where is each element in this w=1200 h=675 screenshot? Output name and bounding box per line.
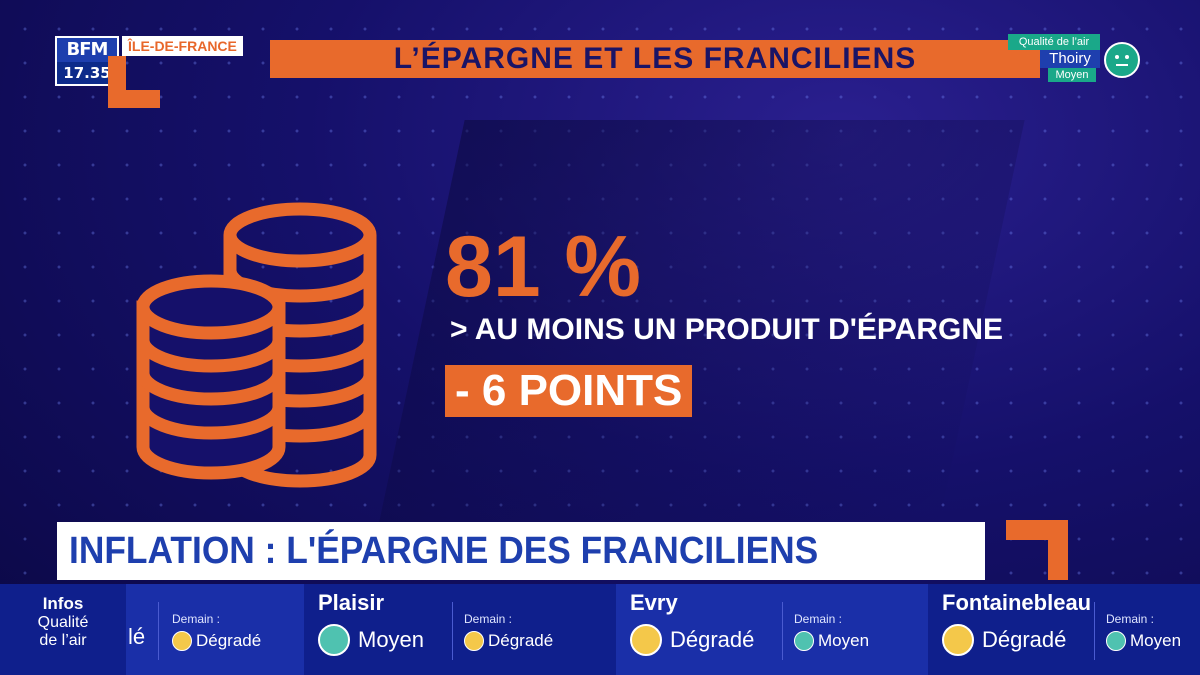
decorative-bracket [108, 90, 160, 108]
divider [782, 602, 783, 660]
tomorrow-label: Demain : [1106, 612, 1155, 626]
tomorrow-status: Dégradé [196, 631, 262, 650]
today-status: Dégradé [670, 627, 755, 652]
ticker-item-plaisir: Plaisir Moyen Demain : Dégradé [304, 584, 616, 675]
ticker-subtitle-line2: de l’air [39, 632, 87, 649]
sad-face-icon [630, 624, 662, 656]
title-banner: L’ÉPARGNE ET LES FRANCILIENS [270, 40, 1040, 78]
ticker-item-partial: lé Demain : Dégradé [126, 584, 304, 675]
divider [452, 602, 453, 660]
city-name: Evry [630, 590, 678, 615]
city-name: Fontainebleau [942, 590, 1092, 615]
logo-brand: BFM [66, 39, 109, 60]
tomorrow-status: Moyen [818, 631, 870, 650]
air-quality-label: Qualité de l’air [1008, 34, 1100, 50]
tomorrow-label: Demain : [172, 612, 221, 626]
ticker-item-evry: Evry Dégradé Demain : Moyen [616, 584, 928, 675]
city-name: Plaisir [318, 590, 385, 615]
tomorrow-status: Dégradé [488, 631, 554, 650]
headline: INFLATION : L'ÉPARGNE DES FRANCILIENS RÉ… [69, 530, 819, 630]
change-badge: - 6 POINTS [445, 365, 693, 417]
ticker-label: Infos Qualité de l’air [0, 584, 126, 675]
sad-face-icon [464, 631, 484, 651]
neutral-face-icon [318, 624, 350, 656]
today-status: Dégradé [982, 627, 1067, 652]
air-quality-city: Thoiry [1040, 50, 1100, 68]
percentage-value: 81 % [445, 219, 642, 315]
ticker-subtitle-line1: Qualité [37, 614, 89, 631]
tomorrow-label: Demain : [464, 612, 513, 626]
clock: 17.35 [57, 62, 117, 84]
ticker-bar: Infos Qualité de l’air lé Demain : Dégra… [0, 584, 1200, 675]
today-status: lé [128, 624, 146, 649]
today-status: Moyen [358, 627, 425, 652]
percentage-description: > AU MOINS UN PRODUIT D'ÉPARGNE [450, 313, 1004, 346]
neutral-face-icon [1106, 631, 1126, 651]
headline-bar: INFLATION : L'ÉPARGNE DES FRANCILIENS RÉ… [57, 522, 985, 630]
coin-stack-icon [136, 202, 377, 488]
neutral-face-icon [794, 631, 814, 651]
divider [1094, 602, 1095, 660]
ticker-item-fontainebleau: Fontainebleau Dégradé Demain : Moyen [928, 584, 1200, 675]
page-title: L’ÉPARGNE ET LES FRANCILIENS [393, 42, 917, 75]
tomorrow-label: Demain : [794, 612, 843, 626]
sad-face-icon [942, 624, 974, 656]
decorative-bracket [1048, 520, 1068, 580]
tomorrow-status: Moyen [1130, 631, 1182, 650]
divider [158, 602, 159, 660]
neutral-face-icon [1104, 42, 1140, 78]
ticker-title: Infos [42, 594, 84, 613]
air-quality-status: Moyen [1048, 68, 1096, 82]
region-label: ÎLE-DE-FRANCE [122, 36, 243, 56]
sad-face-icon [172, 631, 192, 651]
